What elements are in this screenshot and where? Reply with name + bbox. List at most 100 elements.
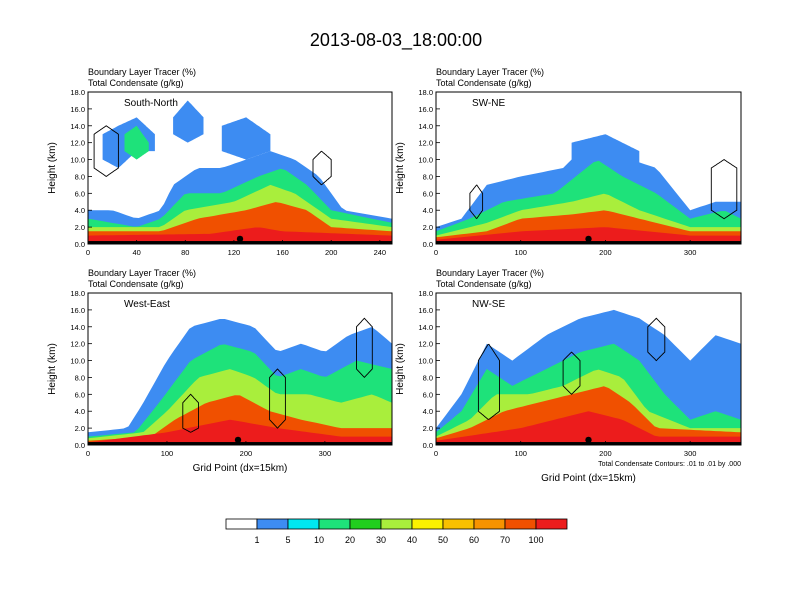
- terrain-line: [88, 241, 392, 244]
- plot-frame: [87, 292, 393, 446]
- colorbar-swatch: [318, 518, 351, 530]
- x-tick-label: 80: [181, 248, 189, 257]
- colorbar-label: 30: [376, 535, 386, 545]
- x-tick-label: 160: [276, 248, 289, 257]
- subtitle-condensate: Total Condensate (g/kg): [88, 78, 184, 88]
- panel-label: SW-NE: [472, 98, 505, 109]
- colorbar-swatch: [442, 518, 475, 530]
- x-tick-label: 40: [132, 248, 140, 257]
- tracer-band-5: [88, 419, 392, 445]
- y-tick-label: 4.0: [75, 407, 85, 416]
- y-tick-label: 8.0: [75, 172, 85, 181]
- colorbar-swatch: [287, 518, 320, 530]
- x-tick-label: 0: [434, 248, 438, 257]
- colorbar-label: 10: [314, 535, 324, 545]
- subtitle-condensate: Total Condensate (g/kg): [88, 279, 184, 289]
- heatmap-field: [88, 100, 392, 244]
- y-tick-label: 10.0: [70, 357, 85, 366]
- y-tick-label: 4.0: [75, 206, 85, 215]
- location-marker: [585, 235, 592, 243]
- y-tick-label: 10.0: [418, 156, 433, 165]
- y-tick-label: 6.0: [75, 189, 85, 198]
- condensate-contour-1: [710, 159, 738, 220]
- condensate-contour-2: [356, 317, 373, 379]
- subtitle-condensate: Total Condensate (g/kg): [436, 279, 532, 289]
- plot-frame: [435, 91, 742, 245]
- y-tick-label: 18.0: [418, 88, 433, 97]
- y-tick-label: 12.0: [418, 139, 433, 148]
- y-tick-label: 2.0: [75, 223, 85, 232]
- x-tick-label: 0: [434, 449, 438, 458]
- y-axis-label: Height (km): [395, 142, 406, 194]
- subtitle-tracer: Boundary Layer Tracer (%): [436, 268, 544, 278]
- y-tick-label: 12.0: [70, 139, 85, 148]
- location-marker: [234, 436, 242, 444]
- location-marker: [236, 235, 244, 243]
- y-tick-label: 14.0: [70, 122, 85, 131]
- x-tick-label: 100: [514, 449, 527, 458]
- x-tick-label: 200: [325, 248, 338, 257]
- contour-footnote: Total Condensate Contours: .01 to .01 by…: [598, 461, 741, 468]
- terrain-line: [436, 442, 741, 445]
- plot-frame: [435, 292, 742, 446]
- y-tick-label: 0.0: [75, 441, 85, 450]
- y-tick-label: 2.0: [423, 424, 433, 433]
- y-tick-label: 18.0: [70, 289, 85, 298]
- condensate-contour-1: [477, 343, 500, 420]
- x-tick-label: 0: [86, 449, 90, 458]
- y-tick-label: 16.0: [418, 105, 433, 114]
- tracer-band-4: [221, 117, 271, 160]
- subtitle-tracer: Boundary Layer Tracer (%): [436, 67, 544, 77]
- condensate-contour-2: [562, 351, 581, 395]
- y-tick-label: 2.0: [423, 223, 433, 232]
- tracer-band-6: [436, 227, 741, 244]
- y-tick-label: 16.0: [70, 105, 85, 114]
- y-tick-label: 18.0: [70, 88, 85, 97]
- panel-label: NW-SE: [472, 299, 505, 310]
- panel-label: South-North: [124, 98, 178, 109]
- colorbar-label: 60: [469, 535, 479, 545]
- y-tick-label: 8.0: [423, 172, 433, 181]
- x-tick-label: 300: [684, 449, 697, 458]
- colorbar-swatch: [473, 518, 506, 530]
- y-tick-label: 6.0: [75, 390, 85, 399]
- y-tick-label: 12.0: [70, 340, 85, 349]
- subtitle-condensate: Total Condensate (g/kg): [436, 78, 532, 88]
- colorbar-label: 1: [254, 535, 259, 545]
- plot-frame: [87, 91, 393, 245]
- y-tick-label: 14.0: [418, 323, 433, 332]
- y-tick-label: 6.0: [423, 390, 433, 399]
- condensate-contour-1: [93, 125, 119, 177]
- colorbar-label: 100: [528, 535, 543, 545]
- location-marker: [585, 436, 592, 444]
- colorbar-swatch: [535, 518, 568, 530]
- colorbar-swatch: [504, 518, 537, 530]
- colorbar-swatch: [349, 518, 382, 530]
- x-tick-label: 300: [684, 248, 697, 257]
- x-tick-label: 200: [599, 248, 612, 257]
- x-tick-label: 100: [161, 449, 174, 458]
- subtitle-tracer: Boundary Layer Tracer (%): [88, 268, 196, 278]
- subtitle-tracer: Boundary Layer Tracer (%): [88, 67, 196, 77]
- colorbar-label: 5: [285, 535, 290, 545]
- tracer-band-5: [436, 411, 741, 445]
- tracer-band-4: [88, 395, 392, 445]
- condensate-contour-2: [469, 184, 484, 220]
- tracer-band-5: [124, 125, 149, 160]
- y-tick-label: 0.0: [423, 240, 433, 249]
- x-axis-label: Grid Point (dx=15km): [541, 473, 636, 484]
- condensate-contour-1: [182, 393, 199, 433]
- condensate-contour-3: [269, 368, 286, 429]
- x-tick-label: 300: [319, 449, 332, 458]
- colorbar-label: 20: [345, 535, 355, 545]
- y-tick-label: 2.0: [75, 424, 85, 433]
- y-tick-label: 10.0: [70, 156, 85, 165]
- panel-2: 0.0 2.0 4.0 6.0 8.0 10.0 12.0 14.0 16.0 18.0 0 100 2…: [395, 67, 742, 257]
- x-axis-label: Grid Point (dx=15km): [193, 463, 288, 474]
- y-axis-label: Height (km): [395, 343, 406, 395]
- y-tick-label: 4.0: [423, 407, 433, 416]
- condensate-contour-2: [312, 150, 332, 186]
- panel-label: West-East: [124, 299, 170, 310]
- y-tick-label: 6.0: [423, 189, 433, 198]
- panel-4: 0.0 2.0 4.0 6.0 8.0 10.0 12.0 14.0 16.0 18.0 0 100 2…: [395, 268, 742, 484]
